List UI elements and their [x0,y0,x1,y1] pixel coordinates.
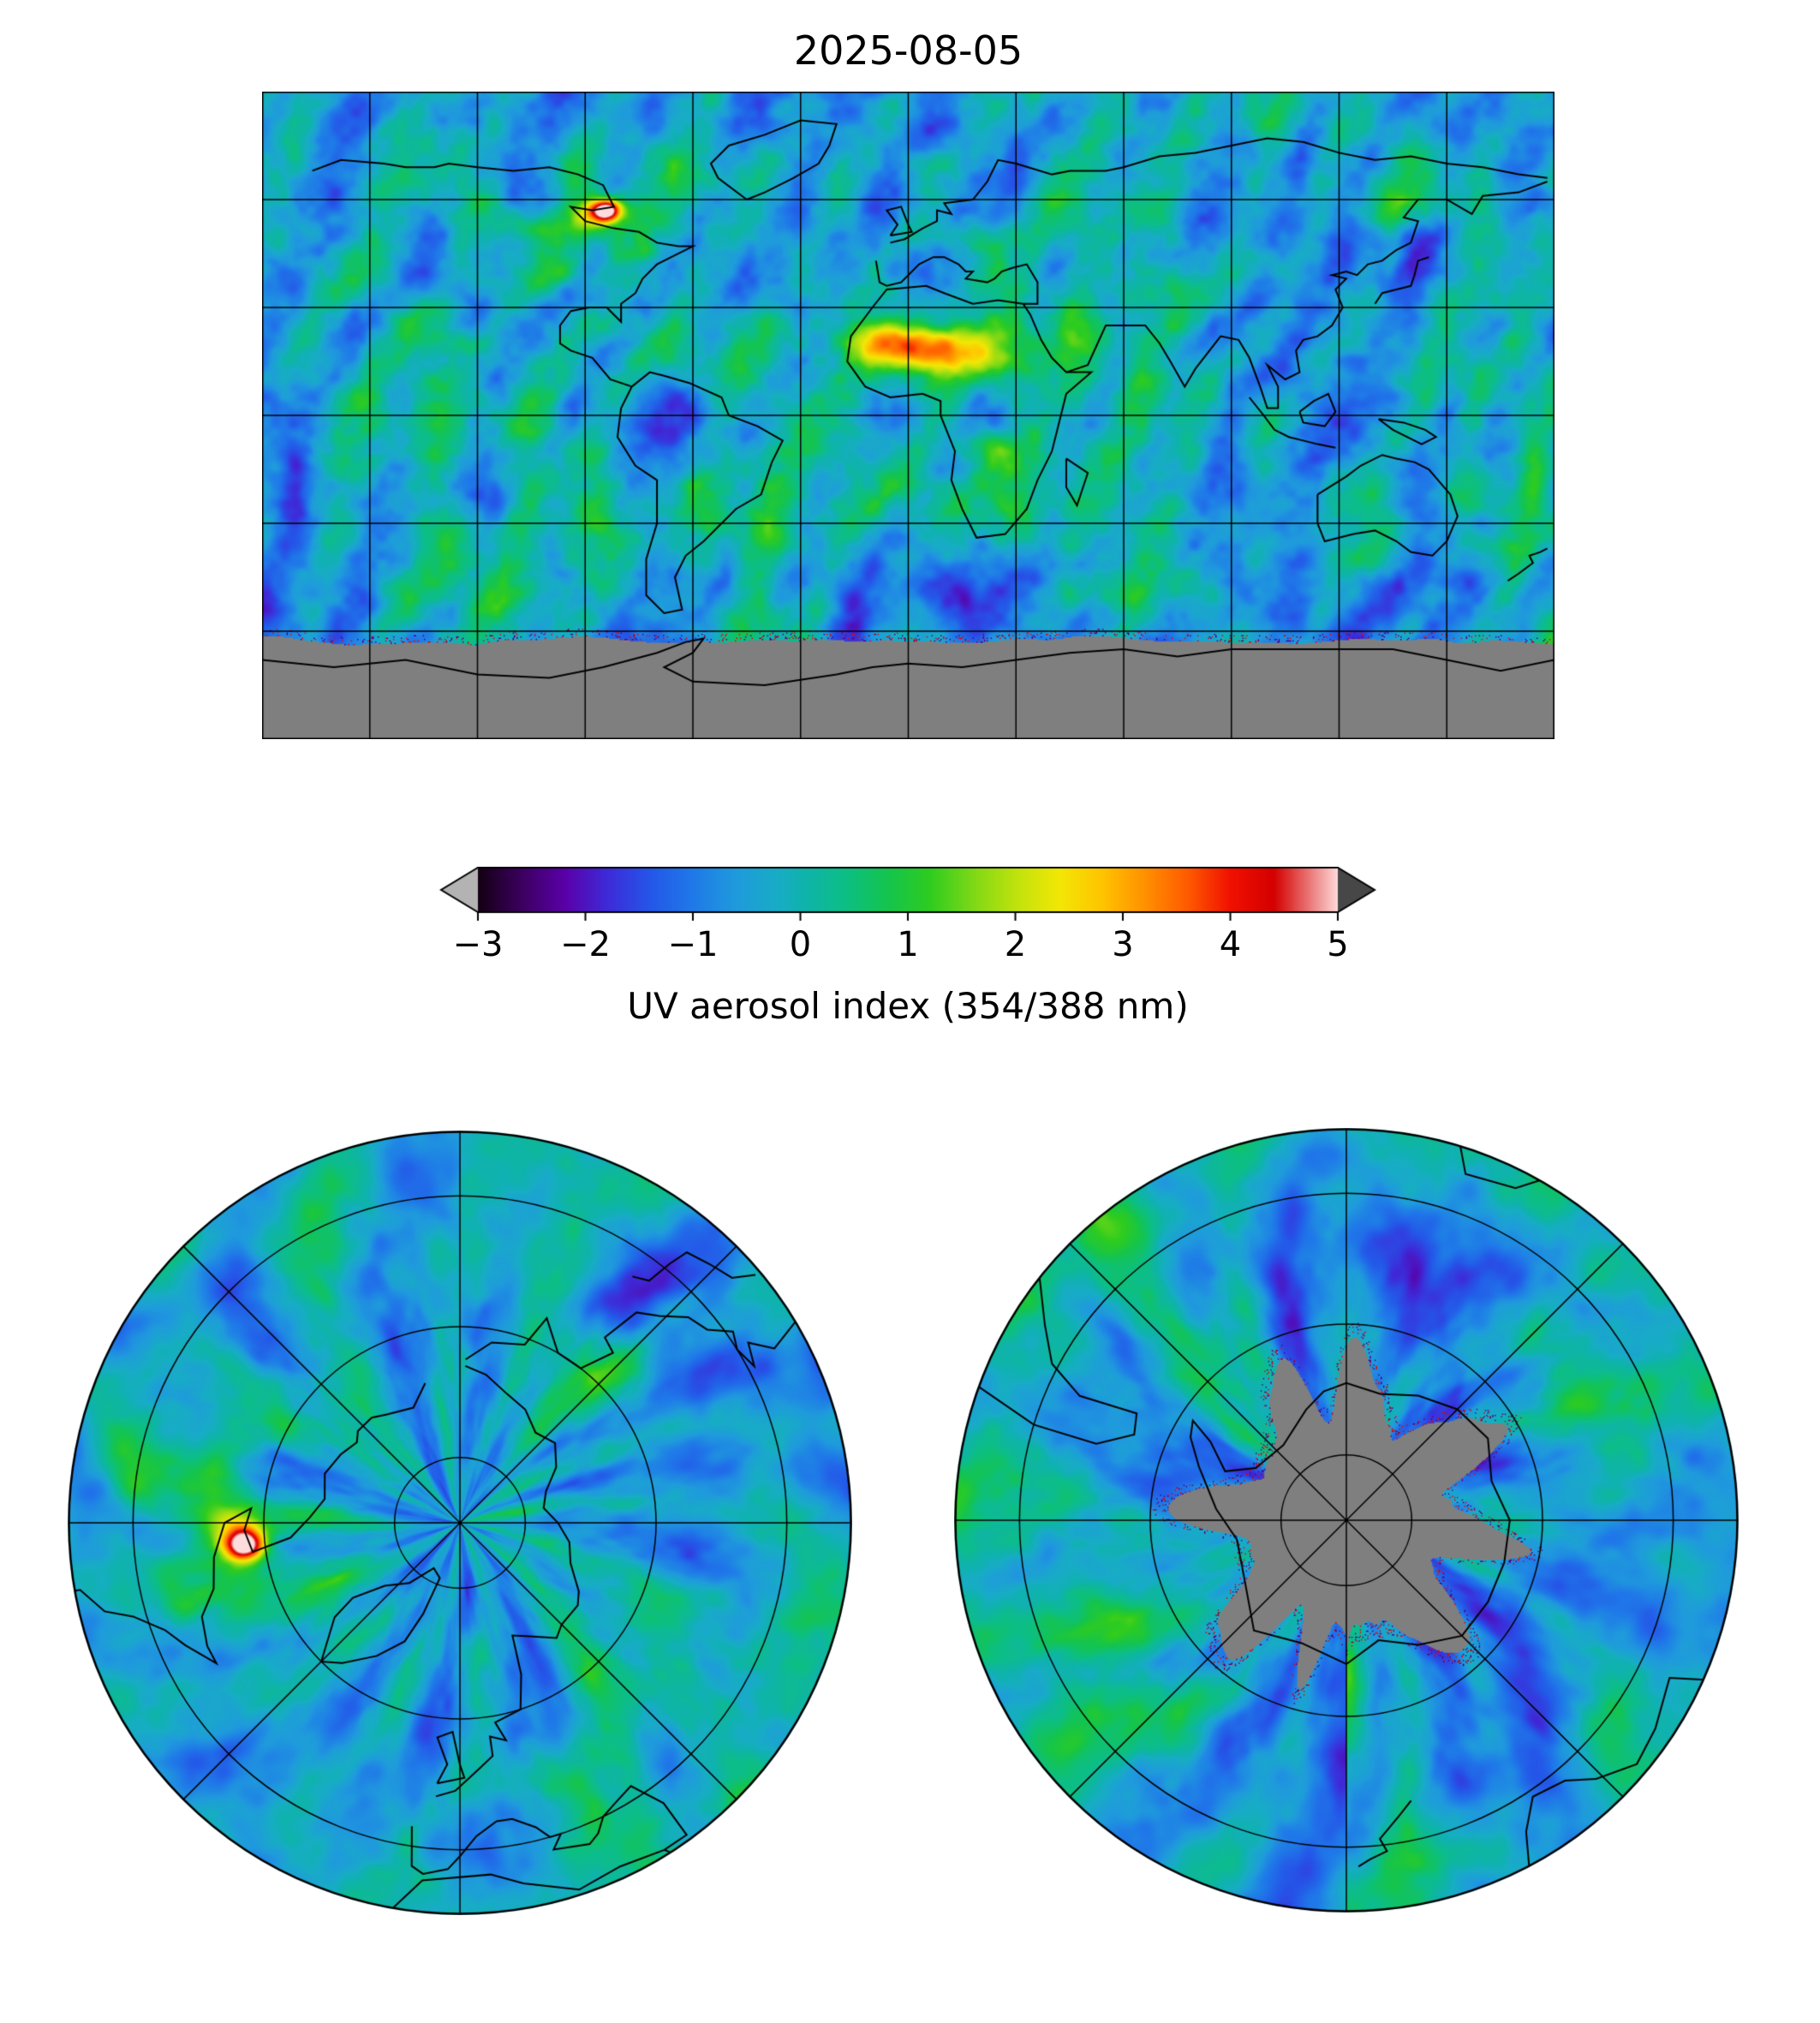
global-map-grid-coastlines [262,92,1554,739]
global-map-panel [262,92,1554,739]
colorbar-tick-label: 5 [1327,925,1349,964]
colorbar-tick-labels: −3 −2 −1 0 1 2 3 4 5 [439,925,1376,968]
colorbar [439,867,1376,923]
colorbar-tick-label: 1 [897,925,919,964]
colorbar-tick-label: 0 [789,925,812,964]
south-polar-grid-coastlines [954,1128,1739,1913]
colorbar-label: UV aerosol index (354/388 nm) [627,985,1189,1027]
colorbar-tick-label: 3 [1112,925,1134,964]
colorbar-tick-label: 4 [1219,925,1242,964]
colorbar-tick-label: −2 [560,925,611,964]
north-polar-map-panel [68,1131,852,1915]
colorbar-tick-label: 2 [1004,925,1027,964]
colorbar-canvas [439,867,1376,923]
south-polar-map-panel [954,1128,1739,1913]
colorbar-tick-label: −3 [452,925,504,964]
north-polar-grid-coastlines [68,1131,852,1915]
colorbar-tick-label: −1 [667,925,719,964]
figure-title: 2025-08-05 [793,27,1023,74]
